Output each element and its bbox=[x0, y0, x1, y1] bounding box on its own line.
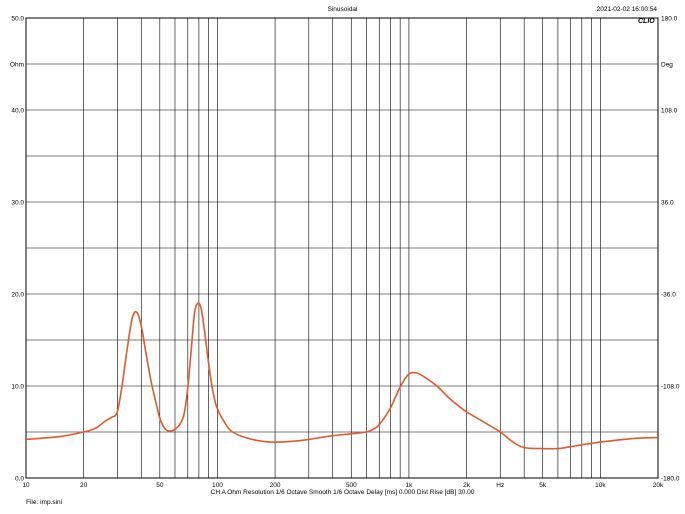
left-tick-label: 20.0 bbox=[11, 292, 24, 299]
left-tick-label: 30.0 bbox=[11, 200, 24, 207]
left-tick-label: 40.0 bbox=[11, 108, 24, 115]
clio-logo: CLIO bbox=[638, 18, 655, 25]
x-tick-label: 10 bbox=[22, 482, 30, 489]
chart-title: Sinusoidal bbox=[327, 6, 358, 13]
x-tick-label: 200 bbox=[270, 482, 281, 489]
right-tick-label: -108.0 bbox=[661, 384, 680, 391]
x-tick-label: 20 bbox=[80, 482, 88, 489]
x-tick-label: 20k bbox=[653, 482, 664, 489]
x-tick-label: 1k bbox=[405, 482, 413, 489]
x-tick-label: 5k bbox=[539, 482, 547, 489]
right-tick-label: 180.0 bbox=[661, 16, 678, 23]
x-tick-label: 100 bbox=[212, 482, 223, 489]
file-name: File: imp.sini bbox=[26, 499, 63, 506]
right-tick-label: 36.0 bbox=[661, 200, 674, 207]
right-tick-label: -180.0 bbox=[661, 476, 680, 483]
right-tick-label: -36.0 bbox=[661, 292, 676, 299]
x-tick-label: 500 bbox=[346, 482, 357, 489]
x-tick-label: Hz bbox=[496, 482, 504, 489]
x-tick-label: 10k bbox=[595, 482, 606, 489]
left-tick-label: 0.0 bbox=[15, 476, 24, 483]
x-tick-label: 2k bbox=[463, 482, 471, 489]
right-tick-label: Deg bbox=[661, 62, 673, 69]
timestamp: 2021-02-02 16:00:54 bbox=[596, 6, 657, 13]
impedance-curve bbox=[25, 302, 659, 450]
left-tick-label: 10.0 bbox=[11, 384, 24, 391]
left-tick-label: 50.0 bbox=[11, 16, 24, 23]
right-tick-label: 108.0 bbox=[661, 108, 678, 115]
right-axis-tick-labels: 180.0 Deg 108.0 36.0 -36.0 -108.0 -180.0 bbox=[661, 16, 680, 483]
measurement-settings: CH A Ohm Resolution 1/6 Octave Smooth 1/… bbox=[210, 489, 475, 496]
x-axis-tick-labels: 10 20 50 100 200 500 1k 2k Hz 5k 10k 20k bbox=[22, 482, 664, 489]
left-tick-label: Ohm bbox=[10, 62, 24, 69]
grid-lines bbox=[26, 18, 658, 478]
left-axis-tick-labels: 50.0 Ohm 40.0 30.0 20.0 10.0 0.0 bbox=[10, 16, 24, 483]
x-tick-label: 50 bbox=[156, 482, 164, 489]
